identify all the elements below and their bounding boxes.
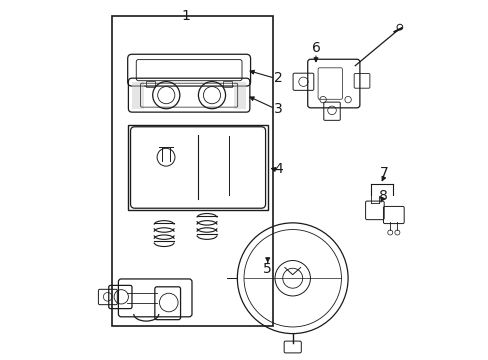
Bar <box>223 81 231 87</box>
Bar <box>132 82 144 109</box>
Text: 4: 4 <box>273 162 282 176</box>
Text: 7: 7 <box>379 166 387 180</box>
Text: 6: 6 <box>311 41 320 55</box>
Bar <box>146 81 155 87</box>
Text: 3: 3 <box>273 102 282 116</box>
Text: 2: 2 <box>273 71 282 85</box>
Bar <box>112 16 272 327</box>
Text: 5: 5 <box>263 262 271 276</box>
Text: 8: 8 <box>379 189 387 203</box>
Text: 1: 1 <box>181 9 190 23</box>
Bar <box>233 82 246 109</box>
Bar <box>128 125 267 210</box>
